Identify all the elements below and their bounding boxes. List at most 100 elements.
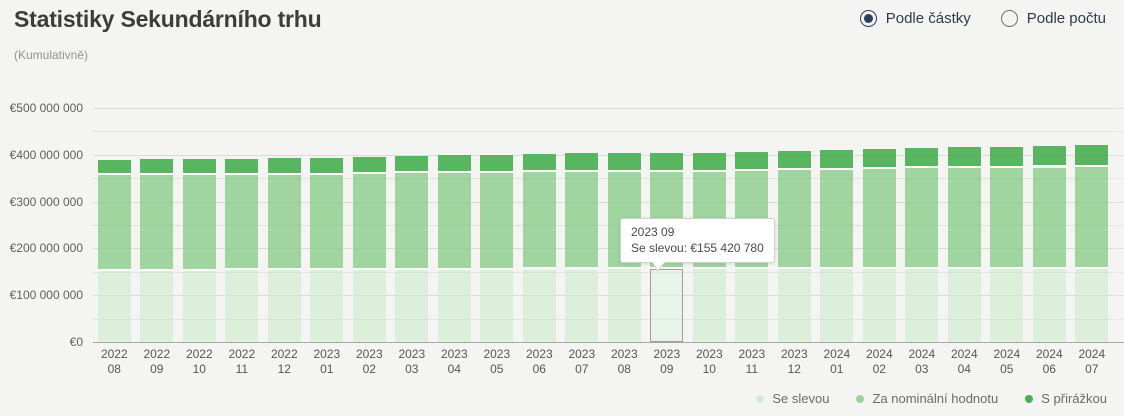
bar-segment-2022-10[interactable] [182, 270, 216, 342]
bar-segment-2022-11[interactable] [225, 175, 259, 271]
bar-segment-2023-12[interactable] [777, 170, 811, 269]
bar-segment-2022-09[interactable] [140, 159, 174, 176]
bar-segment-2022-08[interactable] [97, 175, 131, 271]
bar-segment-2022-12[interactable] [267, 270, 301, 342]
x-axis-tick-label: 2022 11 [228, 347, 256, 376]
radio-selected-icon [859, 10, 877, 27]
bar-segment-2023-07[interactable] [565, 153, 599, 172]
x-axis-tick-label: 2023 05 [483, 347, 511, 376]
bar-segment-2022-09[interactable] [140, 270, 174, 342]
legend-dot-icon [856, 394, 865, 403]
legend-item-s-p-ir-kou[interactable]: S přirážkou [1025, 391, 1107, 406]
x-axis-tick-label: 2024 02 [865, 347, 893, 376]
tooltip-category: 2023 09 [631, 225, 675, 239]
bar-segment-2023-06[interactable] [522, 172, 556, 270]
bar-segment-2023-10[interactable] [692, 269, 726, 342]
x-axis-tick-label: 2023 07 [568, 347, 596, 376]
bar-segment-2022-10[interactable] [182, 174, 216, 271]
radio-podle-poctu[interactable]: Podle počtu [1000, 10, 1106, 27]
bar-segment-2024-05[interactable] [990, 268, 1024, 342]
chart-tooltip: 2023 09 Se slevou: €155 420 780 [620, 218, 775, 263]
bar-segment-2023-11[interactable] [735, 269, 769, 342]
radio-podle-castky[interactable]: Podle částky [859, 10, 971, 27]
bar-segment-2024-06[interactable] [1032, 146, 1066, 168]
bar-segment-2023-04[interactable] [437, 155, 471, 174]
bar-segment-2024-02[interactable] [862, 168, 896, 269]
bar-segment-2023-01[interactable] [310, 157, 344, 175]
radio-podle-castky-label: Podle částky [885, 10, 971, 27]
bar-segment-2023-02[interactable] [352, 270, 386, 342]
bar-segment-2023-03[interactable] [395, 269, 429, 342]
x-axis-tick-label: 2024 01 [823, 347, 851, 376]
bar-segment-2022-12[interactable] [267, 158, 301, 175]
bar-segment-2022-10[interactable] [182, 158, 216, 175]
x-axis-tick-label: 2024 03 [908, 347, 936, 376]
x-axis-tick-label: 2023 12 [780, 347, 808, 376]
bar-segment-2023-12[interactable] [777, 150, 811, 171]
bar-segment-2024-06[interactable] [1032, 268, 1066, 342]
legend-label: Se slevou [772, 391, 830, 406]
bar-segment-2024-07[interactable] [1075, 268, 1109, 342]
bar-segment-2023-11[interactable] [735, 152, 769, 172]
bar-segment-2023-03[interactable] [395, 173, 429, 270]
bar-segment-2024-03[interactable] [905, 168, 939, 269]
x-axis-tick-label: 2023 02 [355, 347, 383, 376]
bar-segment-2023-06[interactable] [522, 269, 556, 342]
x-axis-line [93, 342, 1124, 343]
x-axis-tick-label: 2022 10 [185, 347, 213, 376]
x-axis-tick-label: 2022 09 [143, 347, 171, 376]
y-axis-tick-label: €200 000 000 [9, 241, 83, 256]
bar-segment-2023-03[interactable] [395, 155, 429, 174]
bar-segment-2023-08[interactable] [607, 153, 641, 173]
bar-segment-2023-12[interactable] [777, 269, 811, 342]
x-axis-tick-label: 2023 04 [440, 347, 468, 376]
legend-dot-icon [756, 394, 765, 403]
bar-segment-2024-03[interactable] [905, 268, 939, 342]
bar-segment-2023-05[interactable] [480, 269, 514, 342]
bar-segment-2024-04[interactable] [947, 268, 981, 342]
bar-segment-2024-01[interactable] [820, 169, 854, 269]
bar-segment-2022-08[interactable] [97, 270, 131, 342]
legend-item-se-slevou[interactable]: Se slevou [756, 391, 829, 406]
x-axis-tick-label: 2023 11 [738, 347, 766, 376]
bar-segment-2023-08[interactable] [607, 269, 641, 342]
bar-segment-2024-05[interactable] [990, 167, 1024, 269]
bar-segment-2023-07[interactable] [565, 171, 599, 270]
bar-segment-2024-06[interactable] [1032, 167, 1066, 269]
bar-segment-2023-10[interactable] [692, 152, 726, 172]
bar-segment-2024-02[interactable] [862, 268, 896, 342]
bar-segment-2023-04[interactable] [437, 269, 471, 342]
bar-segment-2022-08[interactable] [97, 159, 131, 176]
legend-item-za-nomin-ln-hodnotu[interactable]: Za nominální hodnotu [856, 391, 998, 406]
bar-segment-2023-09[interactable] [650, 269, 684, 342]
bar-segment-2023-05[interactable] [480, 172, 514, 270]
bar-segment-2024-01[interactable] [820, 269, 854, 342]
bar-segment-2024-04[interactable] [947, 168, 981, 269]
x-axis-tick-label: 2023 10 [695, 347, 723, 376]
bar-segment-2023-06[interactable] [522, 153, 556, 173]
bar-segment-2023-07[interactable] [565, 269, 599, 342]
bar-segment-2024-02[interactable] [862, 148, 896, 169]
bar-segment-2022-12[interactable] [267, 174, 301, 271]
bar-segment-2024-07[interactable] [1075, 145, 1109, 167]
bar-segment-2023-04[interactable] [437, 173, 471, 270]
bar-segment-2022-09[interactable] [140, 175, 174, 271]
bar-segment-2023-01[interactable] [310, 270, 344, 342]
bar-segment-2023-02[interactable] [352, 174, 386, 270]
bar-segment-2024-03[interactable] [905, 147, 939, 169]
gridline [93, 131, 1124, 133]
bar-segment-2023-01[interactable] [310, 174, 344, 271]
bar-segment-2023-09[interactable] [650, 152, 684, 172]
bar-segment-2024-05[interactable] [990, 146, 1024, 168]
bar-segment-2024-01[interactable] [820, 149, 854, 170]
bar-segment-2024-04[interactable] [947, 147, 981, 168]
chart-legend: Se slevou Za nominální hodnotu S přirážkou [756, 391, 1107, 406]
x-axis-tick-label: 2024 07 [1078, 347, 1106, 376]
legend-label: Za nominální hodnotu [872, 391, 999, 406]
bar-segment-2023-05[interactable] [480, 154, 514, 173]
bar-segment-2022-11[interactable] [225, 158, 259, 176]
bar-segment-2022-11[interactable] [225, 270, 259, 342]
bar-segment-2024-07[interactable] [1075, 167, 1109, 269]
bar-segment-2023-02[interactable] [352, 156, 386, 174]
x-axis-tick-label: 2024 04 [950, 347, 978, 376]
